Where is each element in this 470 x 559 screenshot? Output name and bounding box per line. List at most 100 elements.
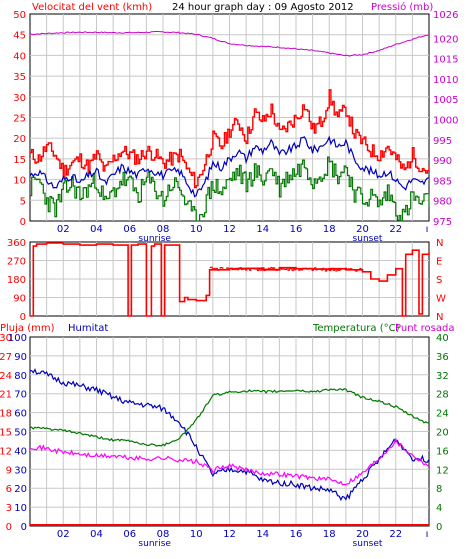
hour-tick-label: 10 [190, 224, 203, 235]
sun-event-label: sunrise [138, 539, 171, 549]
rain-tick-label: 3 [6, 503, 12, 514]
compass-tick-label: N [436, 312, 443, 323]
humidity-tick-label: 70 [14, 390, 27, 401]
wind-tick-label: 10 [13, 176, 26, 187]
pressure-tick-label: 985 [433, 176, 452, 187]
temperature-tick-label: 12 [436, 465, 449, 476]
compass-tick-label: N [436, 238, 443, 249]
rain-tick-label: 18 [0, 409, 12, 420]
hour-tick-label: 22 [389, 529, 402, 540]
hour-tick-label: 18 [323, 529, 336, 540]
rain-tick-label: 21 [0, 390, 12, 401]
direction-tick-label: 270 [7, 257, 26, 268]
direction-tick-label: 90 [13, 294, 26, 305]
rain-label: Pluja (mm) [0, 323, 55, 334]
pressure-tick-label: 1020 [433, 34, 458, 45]
temperature-label: Temperatura (°C) [312, 323, 400, 334]
compass-tick-label: S [436, 275, 442, 286]
temperature-tick-label: 0 [436, 522, 442, 533]
humidity-tick-label: 30 [14, 465, 27, 476]
wind-tick-label: 30 [13, 93, 26, 104]
humidity-tick-label: 60 [14, 409, 27, 420]
humidity-tick-label: 100 [8, 333, 27, 344]
humidity-tick-label: 90 [14, 352, 27, 363]
end-tick-mark: ı [426, 224, 429, 235]
wind-tick-label: 5 [20, 196, 26, 207]
rain-tick-label: 9 [6, 465, 12, 476]
compass-tick-label: E [436, 257, 442, 268]
pressure-tick-label: 990 [433, 156, 452, 167]
wind-tick-label: 35 [13, 72, 26, 83]
humidity-tick-label: 40 [14, 446, 27, 457]
sun-event-label: sunset [353, 234, 383, 244]
temperature-tick-label: 36 [436, 352, 449, 363]
humidity-tick-label: 20 [14, 484, 27, 495]
pressure-tick-label: 975 [433, 217, 452, 228]
direction-tick-label: 180 [7, 275, 26, 286]
humidity-tick-label: 0 [21, 522, 27, 533]
wind-speed-label: Velocitat del vent (kmh) [32, 2, 152, 13]
wind-tick-label: 0 [20, 217, 26, 228]
wind-gust-line [30, 89, 430, 189]
humidity-tick-label: 50 [14, 428, 27, 439]
hour-tick-label: 08 [157, 529, 170, 540]
rain-tick-label: 15 [0, 428, 12, 439]
hour-tick-label: 16 [290, 224, 303, 235]
rain-tick-label: 0 [6, 522, 12, 533]
humidity-tick-label: 80 [14, 371, 27, 382]
temperature-tick-label: 16 [436, 446, 449, 457]
pressure-tick-label: 1015 [433, 55, 458, 66]
pressure-label: Pressió (mb) [371, 1, 433, 13]
pressure-line [29, 31, 430, 57]
humidity-label: Humitat [68, 323, 108, 334]
humidity-tick-label: 10 [14, 503, 27, 514]
hour-tick-label: 20 [356, 529, 369, 540]
hour-tick-label: 02 [57, 529, 70, 540]
rain-tick-label: 27 [0, 352, 12, 363]
hour-tick-label: 10 [190, 529, 203, 540]
wind-direction-variation [209, 266, 363, 272]
dewpoint-line [29, 437, 430, 486]
temperature-tick-label: 40 [436, 333, 449, 344]
hour-tick-label: 18 [323, 224, 336, 235]
wind-tick-label: 45 [13, 31, 26, 42]
hour-tick-label: 22 [389, 224, 402, 235]
direction-tick-label: 0 [20, 312, 26, 323]
chart-title: 24 hour graph day : 09 Agosto 2012 [172, 2, 354, 13]
end-tick-mark: ı [426, 529, 429, 540]
wind-direction-line [30, 242, 430, 317]
hour-tick-label: 12 [223, 224, 236, 235]
wind-tick-label: 25 [13, 114, 26, 125]
rain-tick-label: 24 [0, 371, 12, 382]
pressure-tick-label: 1000 [433, 116, 458, 127]
temperature-tick-label: 32 [436, 371, 449, 382]
temperature-tick-label: 28 [436, 390, 449, 401]
sun-event-label: sunrise [138, 234, 171, 244]
pressure-tick-label: 1005 [433, 95, 458, 106]
hour-tick-label: 04 [90, 224, 103, 235]
temperature-tick-label: 24 [436, 409, 449, 420]
temperature-tick-label: 20 [436, 428, 449, 439]
hour-tick-label: 16 [290, 529, 303, 540]
hour-tick-label: 04 [90, 529, 103, 540]
sun-event-label: sunset [353, 539, 383, 549]
wind-average-line [29, 135, 430, 198]
wind-tick-label: 50 [13, 10, 26, 21]
pressure-tick-label: 1010 [433, 75, 458, 86]
hour-tick-label: 02 [57, 224, 70, 235]
rain-tick-label: 6 [6, 484, 12, 495]
hour-tick-label: 06 [123, 529, 136, 540]
hour-tick-label: 06 [123, 224, 136, 235]
humidity-line [30, 368, 430, 502]
wind-low-line [30, 156, 430, 222]
pressure-tick-label: 1026 [433, 10, 458, 21]
hour-tick-label: 12 [223, 529, 236, 540]
direction-tick-label: 360 [7, 238, 26, 249]
compass-tick-label: W [436, 294, 446, 305]
pressure-tick-label: 980 [433, 197, 452, 208]
hour-tick-label: 14 [256, 529, 269, 540]
rain-tick-label: 12 [0, 446, 12, 457]
hour-tick-label: 20 [356, 224, 369, 235]
